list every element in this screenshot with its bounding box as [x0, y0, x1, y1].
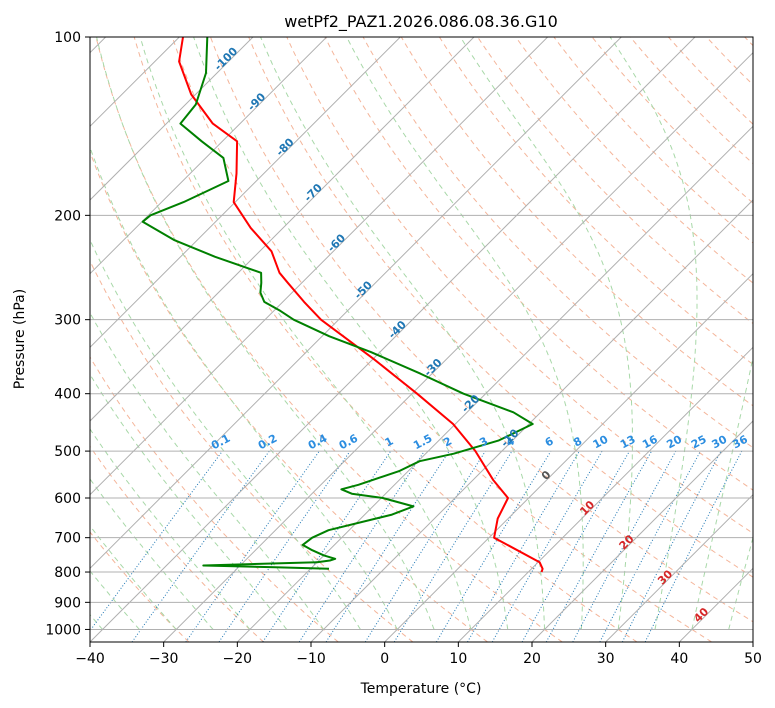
temperature-profile [178, 37, 544, 573]
y-axis-ticks: 100 200 300 400 500 600 700 800 900 1000 [45, 30, 90, 638]
x-tick-label: −40 [75, 651, 105, 667]
moist-adiabat [90, 478, 214, 630]
mixing-ratio-label: 25 [689, 433, 709, 452]
moist-adiabat [90, 525, 177, 630]
mixing-ratio-label: 20 [664, 433, 684, 452]
moist-adiabat [459, 37, 633, 630]
x-tick-label: 20 [523, 651, 541, 667]
isotherm-line [90, 37, 696, 642]
y-tick-label: 500 [54, 444, 81, 460]
y-tick-label: 400 [54, 387, 81, 403]
dry-adiabat [90, 356, 339, 642]
mixing-ratio-label: 10 [591, 433, 611, 452]
x-axis-title: Temperature (°C) [360, 681, 482, 697]
dry-adiabat [171, 37, 712, 642]
y-tick-label: 1000 [45, 622, 81, 638]
x-tick-label: 0 [380, 651, 389, 667]
y-tick-label: 200 [54, 208, 81, 224]
x-tick-label: 50 [744, 651, 762, 667]
isotherms [90, 37, 753, 642]
isotherm-line [531, 420, 753, 642]
y-tick-label: 800 [54, 565, 81, 581]
moist-adiabat [193, 37, 509, 630]
mixing-ratio-line [621, 450, 722, 642]
isotherm-line [90, 37, 549, 496]
mixing-ratio-label: 16 [640, 433, 660, 452]
dry-adiabat [248, 37, 753, 578]
mixing-ratio-line [90, 450, 223, 632]
isotherm-line [90, 37, 475, 422]
mixing-ratio-line [364, 450, 486, 642]
isotherm-line [90, 37, 623, 570]
dry-adiabat [90, 445, 264, 642]
mixing-ratio-line [545, 450, 653, 642]
moist-adiabat [691, 354, 753, 630]
y-tick-label: 900 [54, 595, 81, 611]
isotherm-line [163, 51, 753, 642]
isotherm-line [236, 125, 753, 642]
isotherm-line [605, 493, 753, 642]
y-tick-label: 600 [54, 491, 81, 507]
moist-adiabat [90, 238, 361, 630]
mixing-ratio-line [467, 450, 580, 642]
mixing-ratio-label: 30 [710, 433, 730, 452]
moist-adiabat [90, 145, 398, 630]
plot-background [90, 37, 753, 642]
x-axis-ticks: −40 −30 −20 −10 0 10 20 30 40 50 [75, 642, 762, 667]
mixing-ratio-line [131, 450, 270, 642]
x-tick-label: 30 [597, 651, 615, 667]
x-tick-label: −30 [149, 651, 179, 667]
isobars [90, 37, 753, 630]
y-axis-title: Pressure (hPa) [12, 289, 28, 389]
mixing-ratio-line [325, 450, 450, 642]
chart-title: wetPf2_PAZ1.2026.086.08.36.G10 [284, 12, 558, 32]
x-tick-label: −20 [223, 651, 253, 667]
moist-adiabat [260, 37, 546, 630]
isotherm-line [310, 199, 753, 642]
moist-adiabat [96, 37, 435, 630]
dry-adiabat [286, 37, 753, 534]
plot-frame [89, 36, 754, 643]
y-tick-label: 300 [54, 313, 81, 329]
mixing-ratio-line [298, 450, 425, 642]
dry-adiabat [515, 37, 753, 284]
mixing-ratio-label: 13 [618, 433, 638, 452]
moist-adiabat [90, 570, 140, 630]
x-tick-label: −10 [296, 651, 326, 667]
dry-adiabat [324, 37, 753, 491]
mixing-ratio-label: 36 [730, 433, 750, 452]
isotherm-line [457, 346, 753, 642]
dry-adiabat [438, 37, 753, 366]
dry-adiabat [362, 37, 753, 449]
moist-adiabat [90, 373, 288, 630]
mixing-ratio-line [435, 450, 552, 642]
x-tick-label: 10 [449, 651, 467, 667]
profiles [141, 37, 544, 573]
mixing-ratio-line [599, 450, 701, 642]
moist-adiabat [90, 428, 251, 630]
y-tick-label: 100 [54, 30, 81, 46]
x-tick-label: 40 [670, 651, 688, 667]
dewpoint-profile [141, 37, 534, 570]
isotherm-line [90, 37, 402, 349]
y-tick-label: 700 [54, 531, 81, 547]
